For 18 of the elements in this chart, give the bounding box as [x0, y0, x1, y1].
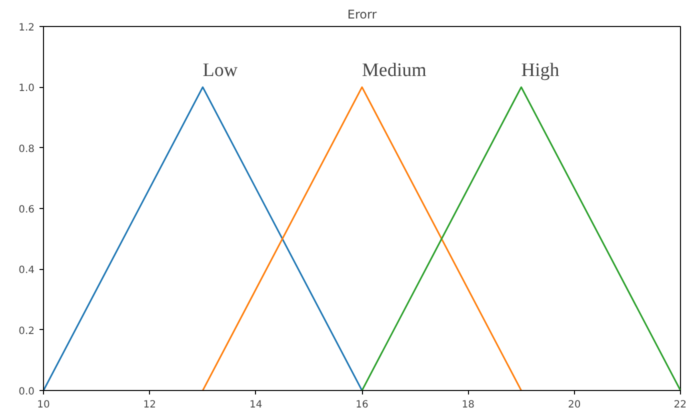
- series-label: Medium: [362, 60, 427, 82]
- chart-title: Erorr: [347, 8, 377, 22]
- series-label: Low: [202, 60, 238, 82]
- x-tick-label: 20: [568, 400, 581, 410]
- x-tick-label: 12: [143, 400, 156, 410]
- y-tick-label: 0.4: [18, 265, 35, 276]
- x-tick-label: 10: [37, 400, 50, 410]
- y-tick-label: 1.2: [18, 22, 35, 34]
- y-tick-label: 1.0: [18, 83, 35, 94]
- x-tick-label: 14: [249, 400, 262, 410]
- y-tick-label: 0.6: [18, 204, 35, 216]
- x-tick-label: 22: [674, 400, 686, 410]
- x-tick-label: 18: [462, 400, 475, 410]
- y-tick-label: 0.0: [18, 386, 35, 398]
- y-tick-label: 0.8: [18, 144, 35, 155]
- x-tick-label: 16: [356, 400, 368, 410]
- series-label: High: [521, 60, 560, 82]
- y-tick-label: 0.2: [18, 326, 35, 337]
